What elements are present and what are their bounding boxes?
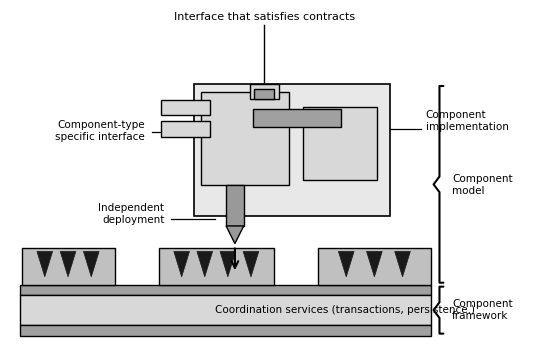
- Polygon shape: [60, 251, 76, 277]
- Bar: [22, 248, 115, 285]
- Polygon shape: [197, 251, 213, 277]
- Bar: [249, 84, 279, 99]
- Bar: [226, 185, 243, 226]
- Polygon shape: [37, 251, 52, 277]
- Bar: [162, 121, 210, 137]
- Bar: [318, 248, 431, 285]
- Text: Coordination services (transactions, persistence.): Coordination services (transactions, per…: [215, 305, 476, 315]
- Text: Component
model: Component model: [452, 174, 513, 196]
- Text: Component-type
specific interface: Component-type specific interface: [55, 120, 145, 142]
- Polygon shape: [83, 251, 99, 277]
- Bar: [253, 110, 341, 127]
- Polygon shape: [339, 251, 354, 277]
- Polygon shape: [243, 251, 259, 277]
- Text: Component
implementation: Component implementation: [426, 110, 509, 132]
- Bar: [201, 92, 289, 185]
- Bar: [19, 285, 431, 295]
- Text: Interface that satisfies contracts: Interface that satisfies contracts: [174, 11, 355, 21]
- Bar: [159, 248, 274, 285]
- Bar: [19, 295, 431, 325]
- Bar: [254, 89, 274, 99]
- Polygon shape: [220, 251, 236, 277]
- Bar: [19, 325, 431, 336]
- Text: Independent
deployment: Independent deployment: [98, 203, 164, 225]
- Text: Component
framework: Component framework: [452, 299, 513, 321]
- Polygon shape: [226, 226, 243, 244]
- Bar: [162, 100, 210, 115]
- Polygon shape: [174, 251, 189, 277]
- Bar: [194, 84, 390, 216]
- Bar: [304, 106, 377, 180]
- Polygon shape: [395, 251, 411, 277]
- Polygon shape: [367, 251, 382, 277]
